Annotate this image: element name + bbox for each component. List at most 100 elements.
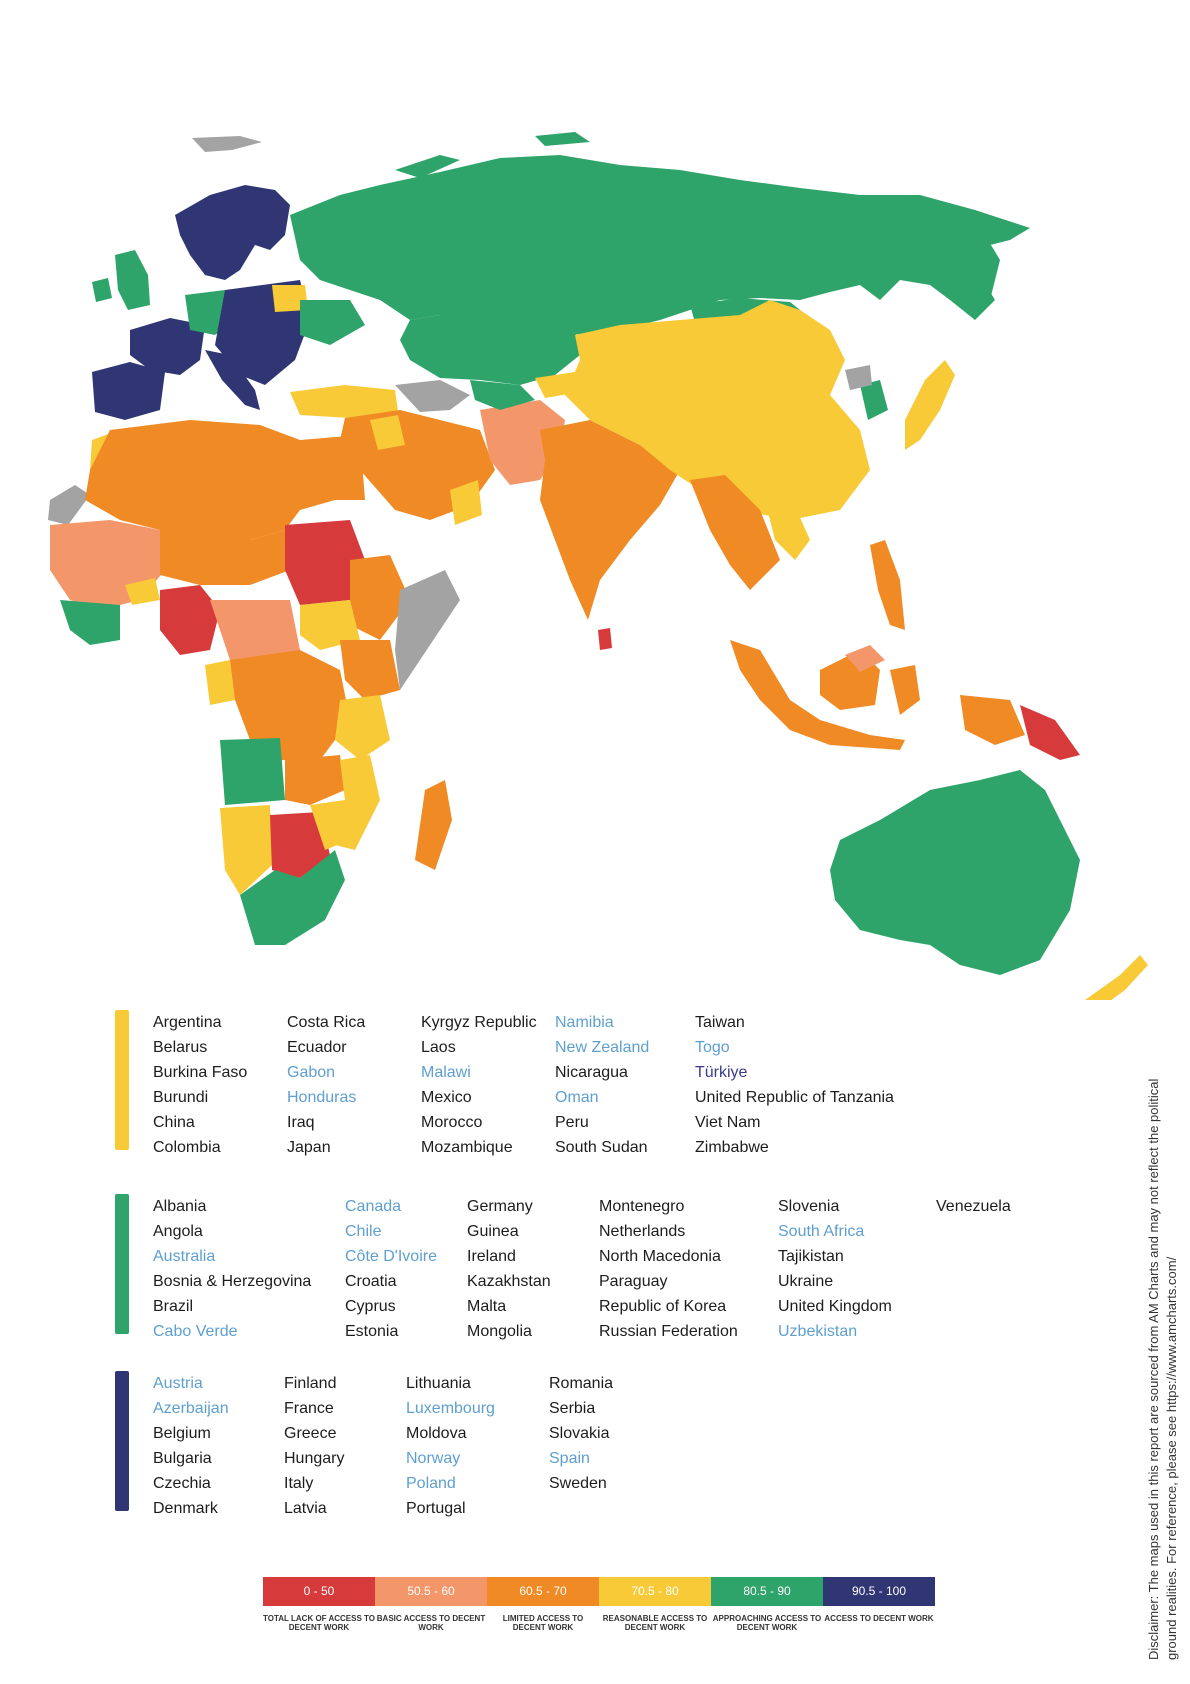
country-label: Venezuela bbox=[936, 1198, 1011, 1215]
scale-box-90-100: 90.5 - 100 bbox=[823, 1577, 935, 1606]
map-region-malaysia-borneo bbox=[845, 645, 885, 672]
legend-column: Romania Serbia Slovakia Spain Sweden bbox=[549, 1371, 613, 1496]
scale-caption: APPROACHING ACCESS TO DECENT WORK bbox=[712, 1614, 822, 1632]
country-label: Nicaragua bbox=[555, 1064, 628, 1081]
country-label: Spain bbox=[549, 1450, 590, 1467]
scale-caption: REASONABLE ACCESS TO DECENT WORK bbox=[602, 1614, 708, 1632]
legend-color-bar-navy bbox=[115, 1371, 129, 1511]
map-region-belarus bbox=[272, 285, 308, 312]
country-label: Hungary bbox=[284, 1450, 345, 1467]
country-label: Austria bbox=[153, 1375, 203, 1392]
country-label: Japan bbox=[287, 1139, 331, 1156]
map-region-uzbekistan bbox=[470, 380, 535, 410]
map-region-sahara bbox=[85, 420, 355, 540]
country-label: Burkina Faso bbox=[153, 1064, 248, 1081]
country-label: Gabon bbox=[287, 1064, 336, 1081]
country-label: Mongolia bbox=[467, 1323, 532, 1340]
country-label: France bbox=[284, 1400, 334, 1417]
map-region-south-africa bbox=[240, 850, 345, 945]
map-region-ukraine bbox=[300, 300, 365, 345]
country-label: Ukraine bbox=[778, 1273, 834, 1290]
legend-column: Finland France Greece Hungary Italy Latv… bbox=[284, 1371, 344, 1521]
country-label: Cyprus bbox=[345, 1298, 396, 1315]
country-label: Uzbekistan bbox=[778, 1323, 858, 1340]
map-region-italy bbox=[205, 350, 260, 410]
map-region-iberia bbox=[92, 362, 165, 420]
country-label: South Sudan bbox=[555, 1139, 648, 1156]
map-region-new-zealand bbox=[1085, 955, 1148, 1000]
country-label: Germany bbox=[467, 1198, 533, 1215]
country-label: Russian Federation bbox=[599, 1323, 738, 1340]
scale-box-70-80: 70.5 - 80 bbox=[599, 1577, 711, 1606]
scale-caption: BASIC ACCESS TO DECENT WORK bbox=[376, 1614, 486, 1632]
legend-column: Slovenia South Africa Tajikistan Ukraine… bbox=[778, 1194, 892, 1344]
scale-caption: ACCESS TO DECENT WORK bbox=[824, 1614, 934, 1623]
country-label: Albania bbox=[153, 1198, 207, 1215]
map-region-egypt bbox=[300, 435, 365, 500]
scale-box-80-90: 80.5 - 90 bbox=[711, 1577, 823, 1606]
country-label: Honduras bbox=[287, 1089, 357, 1106]
map-region-congo bbox=[230, 650, 350, 760]
scale-caption: LIMITED ACCESS TO DECENT WORK bbox=[502, 1614, 584, 1632]
map-region-france-benelux bbox=[130, 318, 205, 375]
country-label: Sweden bbox=[549, 1475, 607, 1492]
country-label: Greece bbox=[284, 1425, 337, 1442]
country-label: North Macedonia bbox=[599, 1248, 721, 1265]
country-label: China bbox=[153, 1114, 195, 1131]
map-region-niger-chad bbox=[160, 530, 290, 585]
country-label: Slovakia bbox=[549, 1425, 610, 1442]
legend-column: Germany Guinea Ireland Kazakhstan Malta … bbox=[467, 1194, 551, 1344]
map-region-korea bbox=[860, 380, 888, 420]
country-label: Netherlands bbox=[599, 1223, 686, 1240]
country-label: Latvia bbox=[284, 1500, 327, 1517]
country-label: Mozambique bbox=[421, 1139, 513, 1156]
map-region-india bbox=[540, 420, 680, 620]
legend-column: Namibia New Zealand Nicaragua Oman Peru … bbox=[555, 1010, 649, 1160]
map-region-guinea-coast bbox=[60, 600, 120, 645]
country-label: Ireland bbox=[467, 1248, 516, 1265]
country-label: Republic of Korea bbox=[599, 1298, 727, 1315]
country-label: Peru bbox=[555, 1114, 589, 1131]
legend-column: Lithuania Luxembourg Moldova Norway Pola… bbox=[406, 1371, 495, 1521]
country-label: Côte D'Ivoire bbox=[345, 1248, 437, 1265]
map-region-gabon bbox=[205, 660, 235, 705]
map-region-somalia bbox=[395, 570, 460, 690]
map-region-kenya-uganda bbox=[340, 640, 400, 700]
country-label: Azerbaijan bbox=[153, 1400, 229, 1417]
map-region-south-sudan bbox=[300, 600, 360, 650]
map-region-caucasus-iran bbox=[395, 380, 470, 412]
map-region-namibia bbox=[220, 805, 272, 895]
country-label: Togo bbox=[695, 1039, 730, 1056]
legend-column: Argentina Belarus Burkina Faso Burundi C… bbox=[153, 1010, 247, 1160]
country-label: Mexico bbox=[421, 1089, 472, 1106]
country-label: Iraq bbox=[287, 1114, 315, 1131]
map-region-sudan bbox=[285, 520, 365, 605]
country-label: Belarus bbox=[153, 1039, 208, 1056]
map-region-myanmar-thailand bbox=[690, 475, 780, 590]
map-region-turkey bbox=[290, 385, 398, 418]
country-label: Kazakhstan bbox=[467, 1273, 551, 1290]
scale-box-60-70: 60.5 - 70 bbox=[487, 1577, 599, 1606]
country-label: Norway bbox=[406, 1450, 461, 1467]
country-label: Kyrgyz Republic bbox=[421, 1014, 537, 1031]
legend-column: Austria Azerbaijan Belgium Bulgaria Czec… bbox=[153, 1371, 229, 1521]
map-region-angola bbox=[220, 738, 285, 805]
map-region-uk bbox=[115, 250, 150, 310]
country-label: Montenegro bbox=[599, 1198, 685, 1215]
map-region-zimbabwe bbox=[310, 800, 350, 850]
legend-color-bar-yellow bbox=[115, 1010, 129, 1150]
country-label: Argentina bbox=[153, 1014, 222, 1031]
world-map bbox=[48, 132, 1148, 1000]
country-label: Croatia bbox=[345, 1273, 397, 1290]
country-label: Luxembourg bbox=[406, 1400, 495, 1417]
map-region-korea-north bbox=[845, 365, 872, 390]
map-region-papua-new-guinea bbox=[1020, 705, 1080, 760]
country-label: Viet Nam bbox=[695, 1114, 761, 1131]
map-region-vietnam-laos bbox=[760, 480, 810, 560]
legend-column: Montenegro Netherlands North Macedonia P… bbox=[599, 1194, 738, 1344]
legend-column: Albania Angola Australia Bosnia & Herzeg… bbox=[153, 1194, 311, 1344]
map-region-japan bbox=[905, 360, 955, 450]
map-region-russia bbox=[290, 155, 1030, 335]
country-label: South Africa bbox=[778, 1223, 865, 1240]
country-label: Namibia bbox=[555, 1014, 614, 1031]
